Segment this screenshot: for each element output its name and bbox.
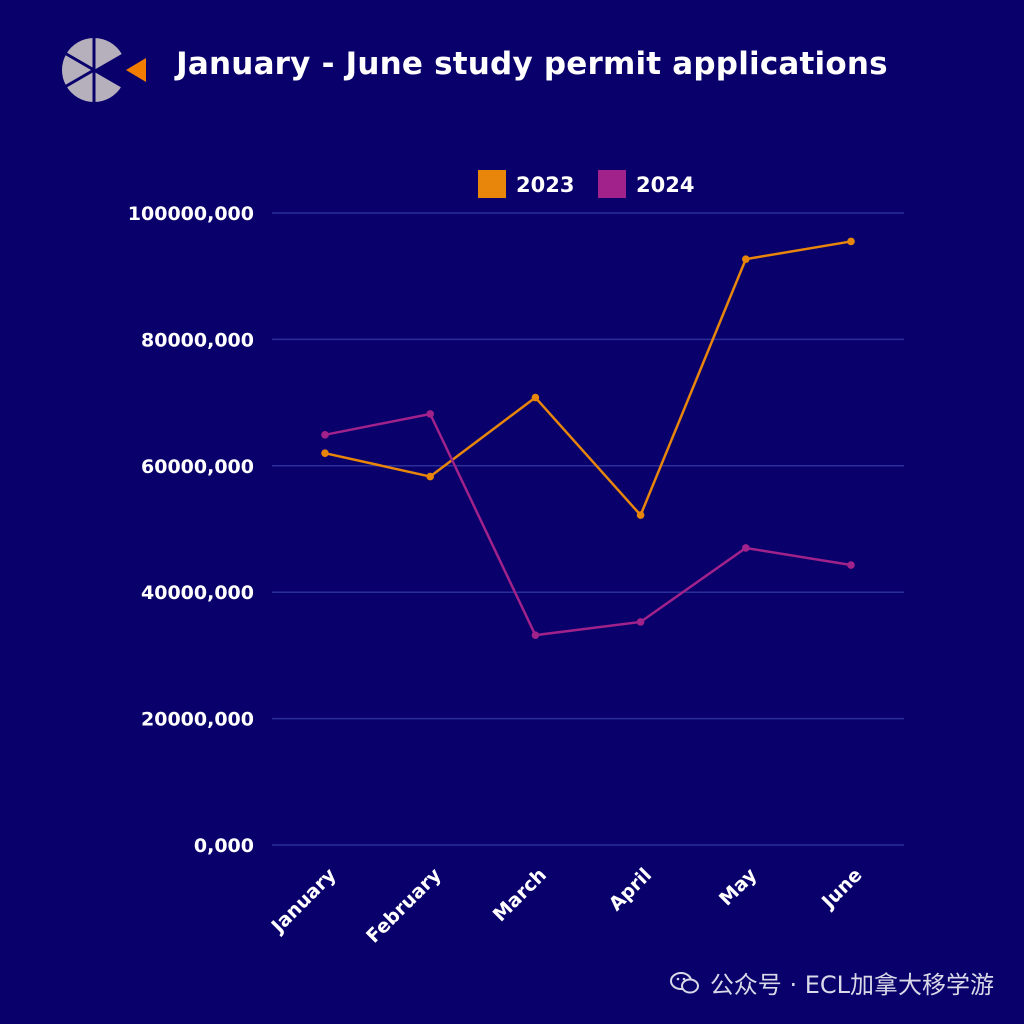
x-tick-label: June (816, 864, 866, 914)
y-tick-label: 20000,000 (141, 709, 254, 731)
data-point-2023 (742, 255, 750, 263)
y-tick-label: 60000,000 (141, 456, 254, 478)
legend: 2023 2024 (478, 170, 694, 198)
x-tick-label: February (362, 864, 446, 948)
y-tick-label: 0,000 (194, 835, 254, 857)
legend-swatch (478, 170, 506, 198)
y-tick-label: 80000,000 (141, 329, 254, 351)
y-tick-label: 40000,000 (141, 582, 254, 604)
data-point-2024 (742, 544, 750, 552)
x-tick-label: May (715, 864, 762, 911)
data-point-2024 (531, 631, 540, 639)
data-point-2023 (531, 393, 540, 402)
legend-label: 2024 (636, 173, 694, 197)
y-tick-label: 100000,000 (128, 203, 254, 225)
series-line-2023 (324, 240, 852, 517)
series-group (321, 237, 855, 639)
data-point-2024 (636, 618, 645, 626)
wechat-icon (669, 971, 699, 993)
data-point-2023 (321, 449, 329, 457)
data-point-2023 (847, 237, 855, 246)
data-point-2024 (321, 431, 329, 439)
data-point-2024 (426, 410, 435, 418)
data-point-2023 (636, 511, 645, 519)
x-tick-label: March (489, 864, 551, 926)
chart-title: January - June study permit applications (176, 46, 888, 82)
data-point-2023 (426, 472, 435, 481)
watermark: 公众号 · ECL加拿大移学游 (669, 965, 994, 1000)
watermark-text: 公众号 · ECL加拿大移学游 (709, 971, 994, 999)
legend-label: 2023 (516, 173, 574, 197)
x-axis: January February March April May June (266, 864, 867, 948)
x-tick-label: April (605, 864, 656, 915)
series-line-2024 (324, 412, 852, 637)
y-axis: 0,000 20000,000 40000,000 60000,000 80000,00… (128, 203, 254, 857)
legend-swatch (598, 170, 626, 198)
data-point-2024 (847, 561, 855, 569)
x-tick-label: January (266, 864, 341, 939)
gridlines (272, 212, 904, 846)
logo (62, 37, 146, 103)
